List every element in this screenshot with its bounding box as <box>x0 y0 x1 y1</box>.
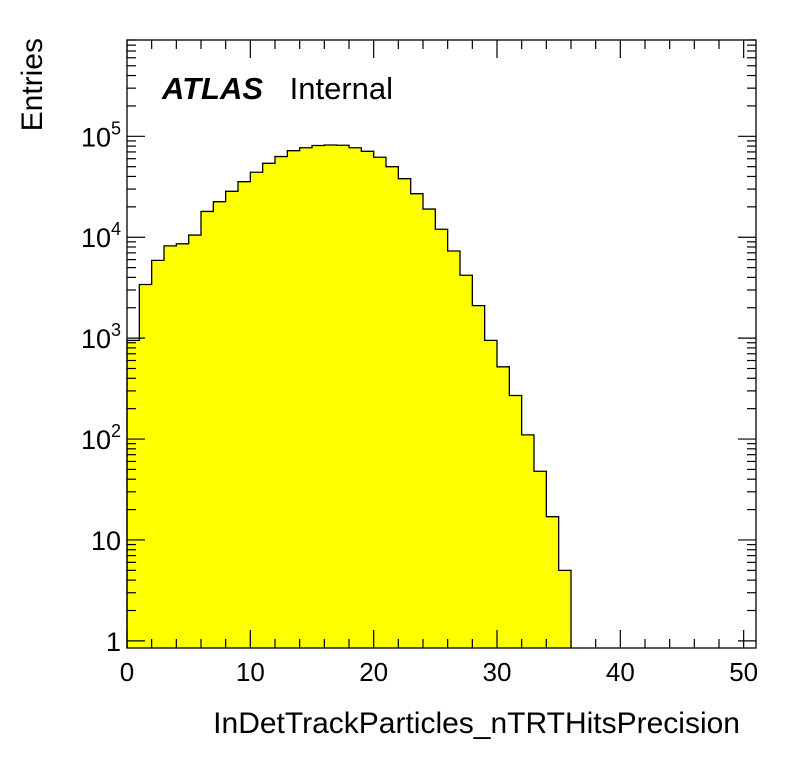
y-tick-label-base: 10 <box>81 223 111 253</box>
y-tick-label: 10 <box>91 526 121 556</box>
y-tick-label-exponent: 5 <box>111 118 121 138</box>
histogram-bar <box>460 275 473 648</box>
histogram-bar <box>299 147 313 648</box>
histogram-bar <box>139 284 153 648</box>
histogram-bar <box>521 434 535 648</box>
x-tick-label: 10 <box>236 657 265 687</box>
x-tick-label: 0 <box>120 657 134 687</box>
y-tick-label-base: 10 <box>81 122 111 152</box>
histogram-bar <box>349 147 362 648</box>
histogram-bar <box>336 145 350 648</box>
y-tick-label-exponent: 3 <box>111 320 121 340</box>
y-tick-label: 103 <box>81 320 121 354</box>
histogram-bar <box>201 211 214 648</box>
histogram-bar <box>250 172 264 649</box>
y-tick-label-base: 10 <box>91 526 121 556</box>
y-tick-label-exponent: 2 <box>111 421 121 441</box>
y-tick-label: 104 <box>81 219 121 253</box>
histogram-bar <box>312 145 325 648</box>
atlas-label-internal: Internal <box>290 71 393 106</box>
histogram-bar <box>176 243 190 648</box>
histogram-bar <box>447 251 461 648</box>
histogram-bar <box>534 471 547 648</box>
x-axis-tick-labels: 0 10 20 30 40 50 <box>120 657 758 687</box>
x-tick-label: 20 <box>359 657 388 687</box>
histogram-bar <box>262 163 276 648</box>
histogram-bar <box>225 191 239 649</box>
histogram-bar <box>558 570 572 648</box>
x-axis-label: InDetTrackParticles_nTRTHitsPrecision <box>213 707 740 740</box>
histogram-bar <box>484 340 498 648</box>
histogram-bar <box>324 144 338 648</box>
histogram-bar <box>164 245 177 648</box>
histogram-bar <box>275 156 288 648</box>
histogram-bar <box>373 157 387 648</box>
histogram-outline <box>126 144 572 648</box>
y-axis-ticks <box>127 39 756 642</box>
histogram-bar <box>423 209 436 649</box>
histogram-bar <box>410 193 424 648</box>
y-tick-label-exponent: 4 <box>111 219 121 239</box>
x-tick-label: 40 <box>606 657 635 687</box>
atlas-label: ATLAS Internal <box>161 71 393 106</box>
x-axis-ticks <box>126 40 745 648</box>
histogram-bar <box>213 201 227 648</box>
histogram-bar <box>497 366 510 648</box>
histogram-bar <box>238 181 251 648</box>
y-tick-label: 1 <box>106 627 121 657</box>
histogram-bar <box>509 395 523 648</box>
y-tick-label-base: 10 <box>81 324 111 354</box>
y-axis-label: Entries <box>16 38 49 131</box>
histogram-bar <box>435 229 449 649</box>
histogram-bar <box>151 260 165 648</box>
y-tick-label-base: 10 <box>81 425 111 455</box>
y-tick-label-base: 1 <box>106 627 121 657</box>
histogram-bar <box>398 178 412 648</box>
y-tick-label: 105 <box>81 118 121 152</box>
histogram-bar <box>127 340 140 648</box>
histogram-bar <box>188 235 202 648</box>
x-tick-label: 50 <box>729 657 758 687</box>
plot-frame <box>126 39 757 649</box>
histogram-bar <box>287 150 301 649</box>
histogram-bar <box>386 166 399 648</box>
histogram-bars <box>127 144 572 649</box>
atlas-label-bold: ATLAS <box>161 71 263 106</box>
y-tick-label: 102 <box>81 421 121 455</box>
histogram-bar <box>472 305 486 648</box>
histogram-bar <box>546 516 560 648</box>
x-tick-label: 30 <box>483 657 512 687</box>
histogram-bar <box>361 151 375 649</box>
